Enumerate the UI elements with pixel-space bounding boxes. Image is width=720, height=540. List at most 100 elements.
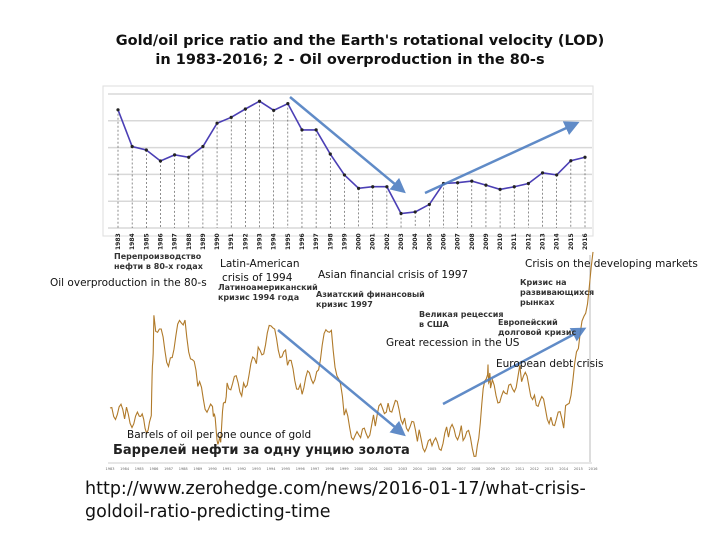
bottom-year-tick-label: 1984 xyxy=(120,467,130,471)
year-tick-label: 2005 xyxy=(426,233,433,250)
bottom-year-tick-label: 2016 xyxy=(589,467,598,471)
year-tick-label: 1986 xyxy=(157,233,164,250)
data-point xyxy=(456,181,460,185)
ru-text: Латиноамериканский xyxy=(218,283,318,292)
data-point xyxy=(555,173,559,177)
annotation-barrels: Barrels of oil per one ounce of gold xyxy=(127,429,312,441)
ru-text: нефти в 80-х годах xyxy=(114,262,203,271)
year-tick-label: 1991 xyxy=(228,233,235,250)
bottom-chart-title: Баррелей нефти за одну унцию золота xyxy=(113,443,410,458)
data-point xyxy=(286,102,290,106)
bottom-year-tick-label: 1998 xyxy=(325,467,334,471)
bottom-year-tick-label: 1995 xyxy=(281,467,290,471)
year-tick-label: 1987 xyxy=(172,233,179,250)
year-tick-label: 1988 xyxy=(186,233,193,250)
bottom-year-tick-label: 2010 xyxy=(501,467,510,471)
data-point xyxy=(399,211,403,216)
bottom-year-tick-label: 1993 xyxy=(252,467,261,471)
year-tick-label: 1999 xyxy=(341,233,348,250)
bottom-series-line xyxy=(109,251,594,458)
data-point xyxy=(526,181,530,186)
ru-text: Азиатский финансовый xyxy=(316,290,425,299)
year-tick-label: 2003 xyxy=(398,233,405,250)
bottom-year-tick-label: 2000 xyxy=(354,467,363,471)
bottom-year-tick-label: 2015 xyxy=(574,467,583,471)
bottom-year-tick-label: 2009 xyxy=(486,467,495,471)
bottom-year-tick-label: 1985 xyxy=(135,467,144,471)
ru-annotation-asian: Азиатский финансовый кризис 1997 xyxy=(316,290,425,310)
ru-text: Перепроизводство xyxy=(114,252,202,261)
annotation-asian: Asian financial crisis of 1997 xyxy=(318,269,469,281)
annotation-european: European debt crisis xyxy=(496,358,604,370)
bottom-year-tick-label: 2007 xyxy=(457,467,466,471)
ru-text: кризис 1994 года xyxy=(218,293,300,302)
ru-text: Кризис на xyxy=(520,278,567,287)
data-point xyxy=(272,108,276,112)
bottom-year-tick-label: 1986 xyxy=(149,467,158,471)
data-point xyxy=(144,148,148,152)
bottom-year-tick-label: 1994 xyxy=(267,467,277,471)
ru-annotation-latin: Латиноамериканский кризис 1994 года xyxy=(218,283,318,303)
bottom-year-tick-label: 2008 xyxy=(471,467,480,471)
ru-text: в США xyxy=(419,320,449,329)
data-point xyxy=(158,159,163,163)
year-tick-label: 2013 xyxy=(540,233,547,250)
data-point xyxy=(300,128,304,132)
data-point xyxy=(371,185,375,189)
year-tick-label: 2004 xyxy=(412,233,419,250)
bottom-year-tick-label: 2012 xyxy=(530,467,539,471)
ru-annotation-developing: Кризис на развивающихся рынках xyxy=(520,278,594,308)
bottom-year-tick-label: 1991 xyxy=(223,467,232,471)
year-tick-label: 1995 xyxy=(285,233,292,250)
annotation-great-recession: Great recession in the US xyxy=(386,337,520,349)
bottom-year-tick-label: 1999 xyxy=(340,467,349,471)
data-point xyxy=(498,187,502,192)
ru-text: кризис 1997 xyxy=(316,300,373,309)
ru-text: долговой кризис xyxy=(498,328,577,337)
year-tick-label: 2002 xyxy=(384,233,391,250)
bottom-year-tick-label: 2014 xyxy=(559,467,569,471)
bottom-year-tick-label: 1992 xyxy=(237,467,246,471)
year-tick-label: 1997 xyxy=(313,233,320,250)
year-tick-label: 1993 xyxy=(257,233,264,250)
bottom-year-tick-label: 2005 xyxy=(428,467,437,471)
ru-text: Европейский xyxy=(498,318,558,327)
data-point xyxy=(243,107,247,111)
data-point xyxy=(540,171,545,175)
year-tick-label: 1985 xyxy=(143,233,150,250)
data-point xyxy=(342,173,347,177)
bottom-year-tick-label: 1987 xyxy=(164,467,173,471)
bottom-year-tick-label: 2013 xyxy=(545,467,554,471)
year-tick-label: 1996 xyxy=(299,233,306,250)
data-point xyxy=(512,185,516,189)
data-point xyxy=(201,144,205,149)
year-tick-label: 1994 xyxy=(271,233,278,250)
year-tick-label: 2015 xyxy=(568,233,575,250)
year-tick-label: 2006 xyxy=(440,233,447,250)
year-tick-label: 2009 xyxy=(483,233,490,250)
year-tick-label: 1990 xyxy=(214,233,221,250)
annotation-latin-1: Latin-American xyxy=(220,258,300,270)
year-tick-label: 2008 xyxy=(469,233,476,250)
trend-arrow xyxy=(442,327,587,406)
year-tick-label: 2016 xyxy=(582,233,589,250)
top-series-line xyxy=(117,100,586,215)
slide-title-line1: Gold/oil price ratio and the Earth's rot… xyxy=(115,33,605,49)
bottom-year-tick-label: 1988 xyxy=(179,467,188,471)
data-point xyxy=(116,108,120,112)
data-point xyxy=(173,153,177,157)
year-tick-label: 2007 xyxy=(455,233,462,250)
year-tick-label: 1983 xyxy=(115,233,122,250)
data-point xyxy=(328,152,332,156)
data-point xyxy=(229,115,233,119)
year-tick-label: 2001 xyxy=(370,233,377,250)
ru-annotation-european: Европейский долговой кризис xyxy=(498,318,576,338)
source-url[interactable]: http://www.zerohedge.com/news/2016-01-17… xyxy=(85,479,586,522)
trend-arrow xyxy=(277,329,406,437)
year-tick-label: 1984 xyxy=(129,233,136,250)
slide-title-line2: in 1983-2016; 2 - Oil overproduction in … xyxy=(155,52,545,68)
trend-arrow xyxy=(289,96,406,194)
annotation-developing: Crisis on the developing markets xyxy=(525,258,698,270)
bottom-year-tick-label: 2001 xyxy=(369,467,378,471)
